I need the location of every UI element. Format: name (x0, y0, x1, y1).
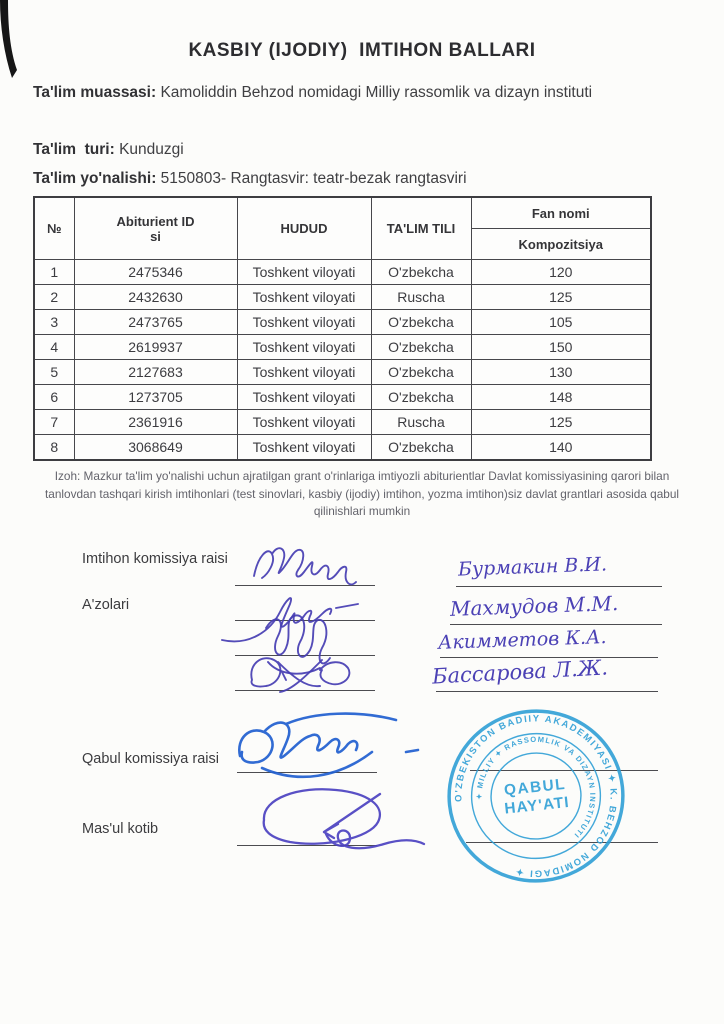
field-label: Ta'lim turi: (33, 141, 115, 158)
cell-region: Toshkent viloyati (236, 434, 372, 461)
field-value: 5150803- Rangtasvir: teatr-bezak rangtas… (156, 170, 467, 187)
cell-lang: O'zbekcha (370, 359, 472, 385)
cell-id: 2475346 (73, 259, 238, 285)
handwritten-name-bassarova: Бассарова Л.Ж. (431, 655, 609, 689)
cell-score: 150 (470, 334, 652, 360)
cell-lang: O'zbekcha (370, 434, 472, 461)
cell-region: Toshkent viloyati (236, 309, 372, 335)
table-row: 5 2127683 Toshkent viloyati O'zbekcha 130 (33, 359, 652, 385)
cell-num: 8 (33, 434, 75, 461)
cell-score: 140 (470, 434, 652, 461)
handwritten-name-burmakin: Бурмакин В.И. (457, 553, 608, 581)
cell-num: 2 (33, 284, 75, 310)
col-header-abiturient-id: Abiturient ID si (73, 196, 238, 260)
cell-region: Toshkent viloyati (236, 259, 372, 285)
cell-id: 2473765 (73, 309, 238, 335)
table-row: 7 2361916 Toshkent viloyati Ruscha 125 (33, 409, 652, 435)
label-masul-kotib: Mas'ul kotib (82, 821, 159, 837)
cell-score: 105 (470, 309, 652, 335)
signature-azolari-3 (250, 657, 351, 693)
page-title: KASBIY (IJODIY) IMTIHON BALLARI (188, 40, 536, 61)
cell-id: 2127683 (73, 359, 238, 385)
signature-line (235, 690, 375, 691)
cell-region: Toshkent viloyati (236, 359, 372, 385)
field-talim-turi: Ta'lim turi: Kunduzgi (33, 135, 685, 164)
note-izoh: Izoh: Mazkur ta'lim yo'nalishi uchun ajr… (44, 469, 680, 518)
cell-id: 2619937 (73, 334, 238, 360)
table-row: 3 2473765 Toshkent viloyati O'zbekcha 105 (33, 309, 652, 335)
cell-lang: Ruscha (370, 284, 472, 310)
col-header-num: № (33, 196, 75, 260)
signature-masul-kotib (262, 788, 426, 850)
signature-line (456, 586, 662, 587)
table-row: 8 3068649 Toshkent viloyati O'zbekcha 140 (33, 434, 652, 461)
cell-lang: O'zbekcha (370, 309, 472, 335)
cell-num: 4 (33, 334, 75, 360)
field-label: Ta'lim muassasi: (33, 84, 157, 101)
table-row: 2 2432630 Toshkent viloyati Ruscha 125 (33, 284, 652, 310)
cell-num: 5 (33, 359, 75, 385)
stamp-center-line2: HAY'ATI (504, 794, 571, 818)
table-row: 1 2475346 Toshkent viloyati O'zbekcha 120 (33, 259, 652, 285)
signature-line (440, 657, 658, 658)
col-header-kompozitsiya: Kompozitsiya (470, 228, 652, 260)
cell-region: Toshkent viloyati (236, 334, 372, 360)
cell-id: 2361916 (73, 409, 238, 435)
cell-score: 120 (470, 259, 652, 285)
cell-region: Toshkent viloyati (236, 284, 372, 310)
col-header-hudud: HUDUD (236, 196, 372, 260)
cell-id: 3068649 (73, 434, 238, 461)
col-header-abiturient-id-text: Abiturient ID si (116, 213, 195, 244)
scan-edge-artifact (0, 0, 17, 78)
cell-num: 7 (33, 409, 75, 435)
field-value: Kunduzgi (114, 141, 184, 158)
field-talim-muassasi: Ta'lim muassasi: Kamoliddin Behzod nomid… (33, 78, 685, 107)
qabul-hayati-stamp-icon: O'ZBEKISTON BADIIY AKADEMIYASI ✦ K. BEHZ… (444, 704, 628, 888)
table-row: 4 2619937 Toshkent viloyati O'zbekcha 150 (33, 334, 652, 360)
cell-num: 1 (33, 259, 75, 285)
signature-line (235, 585, 375, 586)
table-row: 6 1273705 Toshkent viloyati O'zbekcha 148 (33, 384, 652, 410)
stamp-center-line1: QABUL (503, 776, 567, 799)
cell-score: 148 (470, 384, 652, 410)
handwritten-name-akimmetov: Акимметов К.А. (437, 626, 607, 654)
signature-line (237, 845, 377, 846)
signature-line (450, 624, 662, 625)
cell-id: 2432630 (73, 284, 238, 310)
cell-lang: O'zbekcha (370, 384, 472, 410)
handwritten-name-maxmudov: Махмудов М.М. (449, 591, 619, 621)
cell-score: 130 (470, 359, 652, 385)
cell-score: 125 (470, 284, 652, 310)
cell-num: 6 (33, 384, 75, 410)
signature-line (237, 772, 377, 773)
cell-score: 125 (470, 409, 652, 435)
signature-line (436, 691, 658, 692)
signature-qabul-raisi (238, 712, 420, 779)
signature-line (235, 620, 375, 621)
signature-line (470, 770, 658, 771)
cell-lang: Ruscha (370, 409, 472, 435)
field-talim-yonalishi: Ta'lim yo'nalishi: 5150803- Rangtasvir: … (33, 164, 685, 193)
cell-lang: O'zbekcha (370, 259, 472, 285)
cell-region: Toshkent viloyati (236, 384, 372, 410)
cell-region: Toshkent viloyati (236, 409, 372, 435)
field-label: Ta'lim yo'nalishi: (33, 170, 157, 187)
signature-line (466, 842, 658, 843)
label-imtihon-komissiya-raisi: Imtihon komissiya raisi (82, 551, 228, 567)
cell-num: 3 (33, 309, 75, 335)
field-value: Kamoliddin Behzod nomidagi Milliy rassom… (156, 84, 593, 101)
scores-table: № Abiturient ID si HUDUD TA'LIM TILI Fan… (33, 196, 652, 461)
col-header-talim-tili: TA'LIM TILI (370, 196, 472, 260)
label-azolari: A'zolari (82, 597, 130, 613)
cell-lang: O'zbekcha (370, 334, 472, 360)
cell-id: 1273705 (73, 384, 238, 410)
signature-imtihon-raisi (253, 547, 357, 586)
col-header-fan-nomi: Fan nomi (470, 196, 652, 229)
label-qabul-komissiya-raisi: Qabul komissiya raisi (82, 751, 219, 767)
